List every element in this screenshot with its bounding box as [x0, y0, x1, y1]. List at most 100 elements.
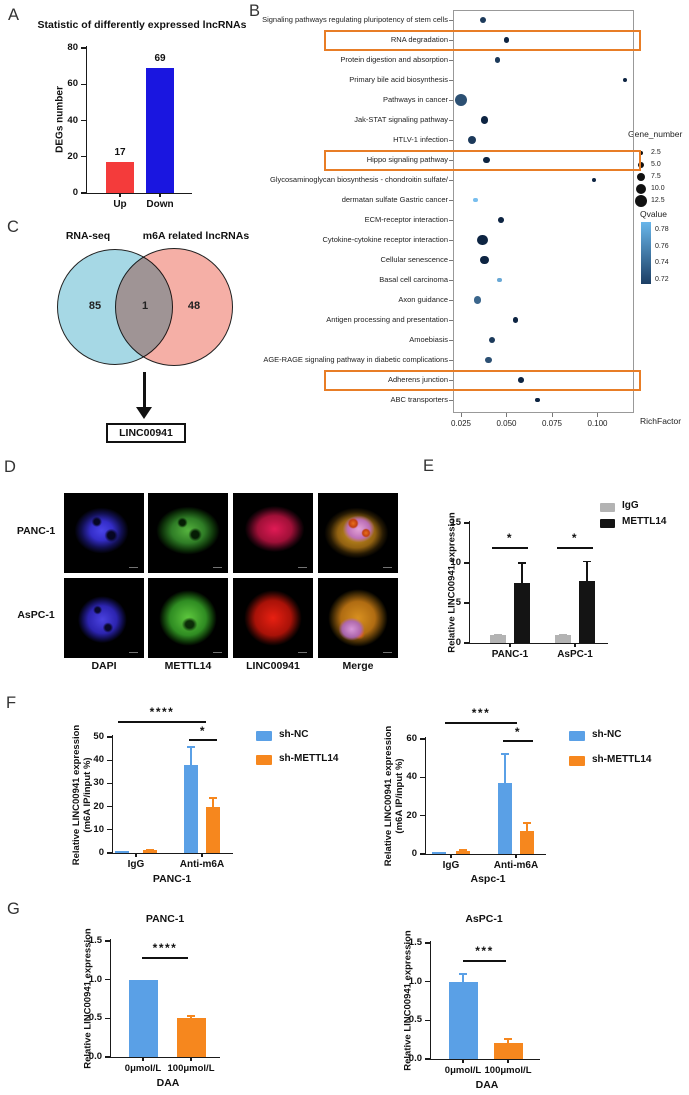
error-bar [462, 973, 464, 982]
panel-g1-y-axis-title: Relative LINC00941 expression [82, 928, 94, 1069]
x-tick [515, 854, 517, 858]
sig-line [118, 721, 206, 723]
pathway-label: Pathways in cancer [382, 95, 448, 104]
y-axis [469, 521, 471, 643]
bar [143, 849, 157, 853]
venn-left-label: RNA-seq [65, 230, 111, 242]
panel-f-label: F [6, 694, 17, 712]
y-tick-label: 30 [93, 777, 104, 789]
x-cat-label: PANC-1 [491, 649, 529, 660]
sig-line [557, 547, 593, 549]
error-bar-cap [146, 849, 154, 851]
b-x-tick-label: 0.050 [496, 419, 517, 428]
panel-g1-title: PANC-1 [145, 913, 185, 925]
panel-f2-y-title-line1: Relative LINC00941 expression [383, 725, 394, 867]
y-tick [464, 522, 469, 524]
x-cat-label: AsPC-1 [557, 649, 593, 660]
pathway-dot [483, 156, 490, 164]
legend-swatch-sh-mettl14 [256, 755, 272, 765]
bar [555, 635, 571, 643]
y-tick [420, 814, 425, 817]
qvalue-colorbar [641, 222, 651, 284]
x-cat-label: IgG [442, 860, 460, 871]
x-cat-label: 100μmol/L [484, 1065, 532, 1076]
sig-stars: * [506, 531, 514, 545]
y-tick-label: 0.0 [408, 1053, 422, 1064]
y-axis [112, 735, 114, 853]
bar [520, 831, 534, 854]
row-label-aspc1: AsPC-1 [17, 609, 55, 621]
y-tick [107, 782, 112, 785]
panel-g2-x-axis-title: DAA [475, 1079, 499, 1091]
b-y-tick [449, 79, 453, 81]
venn-right-count: 48 [187, 300, 201, 312]
y-axis [430, 941, 432, 1059]
sig-stars: *** [471, 706, 491, 720]
row-label-panc1: PANC-1 [16, 525, 56, 537]
pathway-dot [473, 296, 482, 304]
b-y-tick [449, 399, 453, 401]
x-tick [159, 193, 161, 197]
error-bar [212, 797, 214, 807]
pathway-dot [494, 57, 501, 63]
pathway-label: HTLV-1 infection [393, 135, 448, 144]
x-axis [86, 193, 192, 195]
error-bar [521, 562, 523, 583]
panel-c-label: C [7, 218, 19, 236]
error-bar [586, 560, 588, 582]
y-tick-label: 60 [67, 78, 78, 90]
pathway-label: Hippo signaling pathway [366, 155, 448, 164]
y-tick [81, 192, 86, 194]
y-tick [425, 942, 430, 944]
highlight-box [324, 149, 641, 171]
pathway-dot [473, 197, 478, 203]
pathway-label: Basal cell carcinoma [379, 275, 448, 284]
pathway-label: Protein digestion and absorption [340, 55, 448, 64]
b-y-tick [449, 199, 453, 201]
y-tick-label: 1.0 [88, 973, 102, 985]
qvalue-tick-label: 0.72 [655, 275, 669, 283]
sig-stars: **** [152, 941, 178, 955]
legend-label-mettl14: METTL14 [622, 516, 667, 527]
highlight-box [324, 369, 641, 391]
y-tick [425, 980, 430, 983]
y-tick [81, 119, 86, 122]
b-x-tick [460, 413, 462, 417]
gene-number-legend-value: 10.0 [651, 184, 665, 192]
y-tick-label: 0 [455, 637, 461, 648]
b-y-tick [449, 59, 453, 61]
b-x-tick-label: 0.025 [450, 419, 472, 428]
x-tick [450, 854, 452, 858]
pathway-label: Adherens junction [387, 375, 448, 384]
gene-number-legend-dot [636, 172, 646, 182]
col-label-mettl14: METTL14 [164, 660, 212, 672]
y-tick-label: 1.5 [88, 935, 102, 946]
y-tick-label: 20 [67, 150, 78, 162]
x-axis [469, 643, 608, 645]
error-bar [190, 1015, 192, 1019]
b-x-tick-label: 0.075 [541, 419, 563, 428]
micrograph-panc1-mettl14 [148, 493, 228, 573]
bar-value-label: 69 [154, 52, 166, 64]
bar [579, 581, 595, 643]
sig-line [189, 739, 217, 741]
pathway-label: AGE-RAGE signaling pathway in diabetic c… [263, 355, 448, 364]
y-tick [464, 602, 469, 604]
y-tick [107, 805, 112, 808]
y-tick [105, 978, 110, 981]
pathway-dot [488, 336, 496, 344]
x-tick [509, 643, 511, 647]
pathway-dot [534, 397, 540, 403]
b-y-tick [449, 259, 453, 261]
panel-f2-y-axis-title: Relative LINC00941 expression (m6A IP/in… [383, 696, 405, 896]
y-tick-label: 20 [406, 809, 417, 821]
y-tick-label: 50 [93, 731, 104, 742]
legend-swatch-sh-nc [256, 731, 272, 741]
scale-bar [298, 652, 307, 653]
error-bar [190, 746, 192, 765]
b-y-tick [449, 19, 453, 21]
legend-label-igg: IgG [622, 500, 639, 511]
bar [456, 850, 470, 854]
micrograph-panc1-linc00941 [233, 493, 313, 573]
qvalue-tick-label: 0.74 [655, 259, 669, 266]
